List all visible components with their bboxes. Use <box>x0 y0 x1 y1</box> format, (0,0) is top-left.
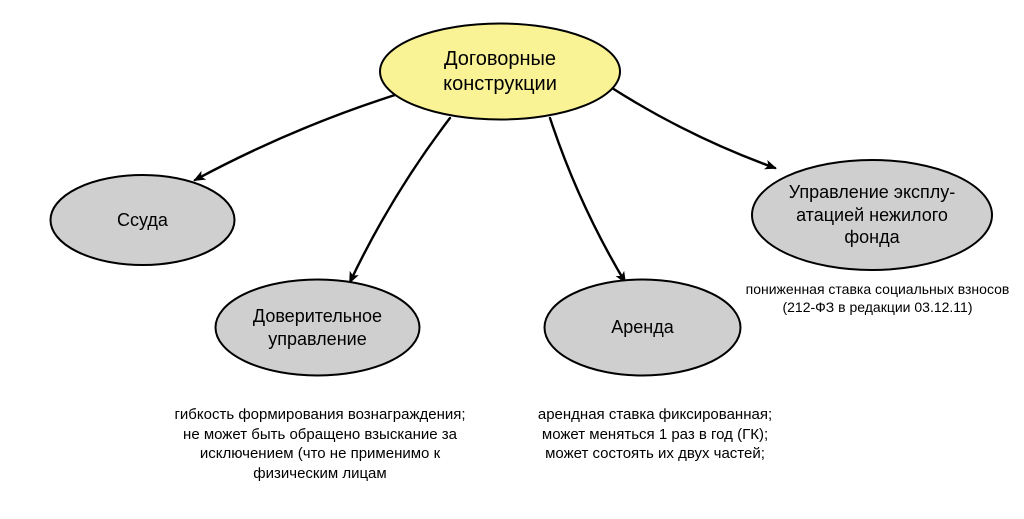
trust-node-label: Доверительноеуправление <box>243 299 392 356</box>
root-node: Договорныеконструкции <box>380 24 620 119</box>
mgmt-caption: пониженная ставка социальных взносов(212… <box>740 280 1015 316</box>
root-node-label: Договорныеконструкции <box>433 41 567 103</box>
rent-node-label: Аренда <box>601 310 683 345</box>
ssuda-node-label: Ссуда <box>107 203 178 238</box>
trust-caption: гибкость формирования вознаграждения;не … <box>135 405 505 483</box>
mgmt-node: Управление эксплу-атацией нежилогофонда <box>752 160 992 270</box>
rent-caption: арендная ставка фиксированная;может меня… <box>525 405 785 464</box>
diagram-canvas: Договорныеконструкции Ссуда Доверительно… <box>0 0 1024 519</box>
mgmt-node-label: Управление эксплу-атацией нежилогофонда <box>779 175 966 255</box>
ssuda-node: Ссуда <box>50 175 235 265</box>
trust-node: Доверительноеуправление <box>215 280 420 375</box>
rent-node: Аренда <box>545 280 740 375</box>
